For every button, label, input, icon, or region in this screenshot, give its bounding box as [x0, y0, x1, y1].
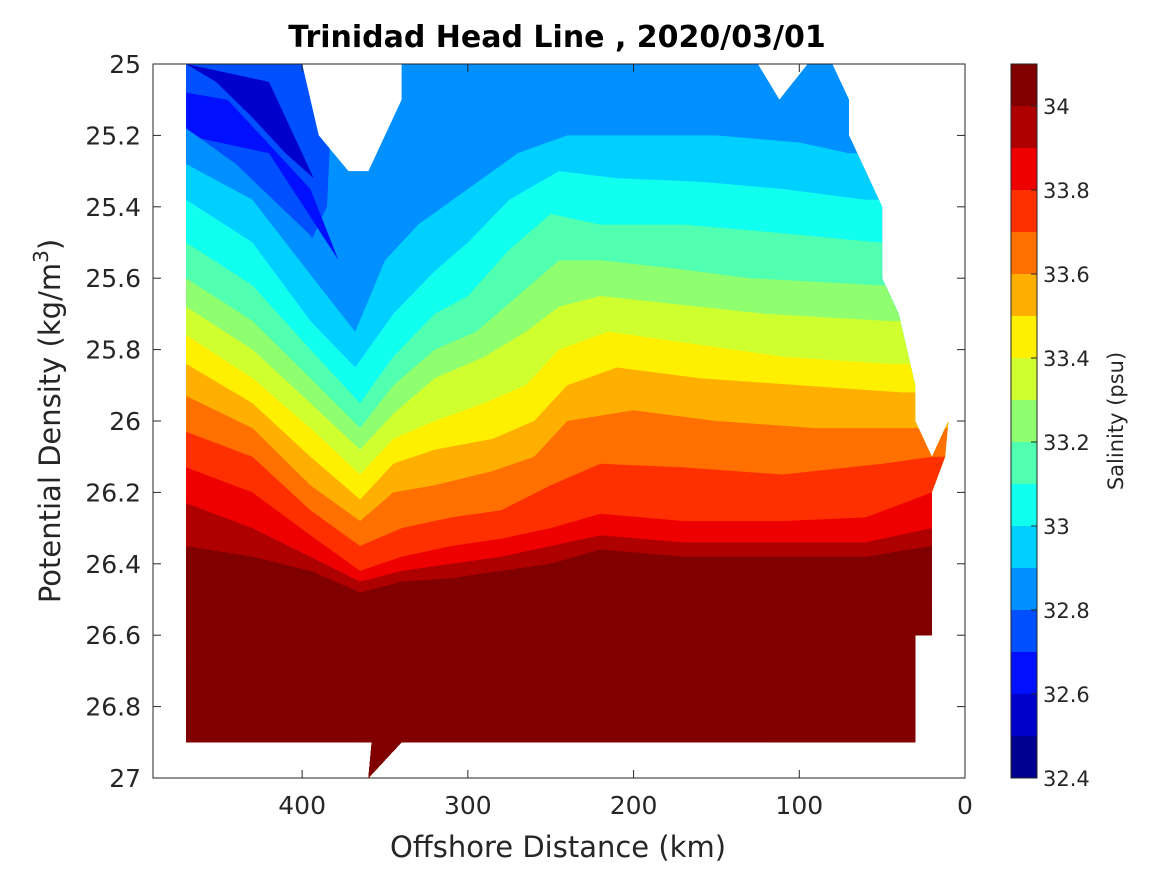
colorbar-tick-label: 32.4 [1043, 767, 1090, 791]
x-tick-label: 300 [444, 791, 492, 820]
colorbar-segment [1011, 484, 1037, 526]
x-axis-label: Offshore Distance (km) [390, 830, 726, 864]
x-tick-label: 200 [610, 791, 658, 820]
colorbar-segment [1011, 148, 1037, 190]
colorbar-segment [1011, 232, 1037, 274]
colorbar-tick-label: 32.8 [1043, 599, 1090, 623]
band-34.1 [186, 581, 949, 778]
colorbar-segment [1011, 358, 1037, 400]
colorbar-tick-label: 33 [1043, 515, 1070, 539]
colorbar-segment [1011, 316, 1037, 358]
colorbar-segment [1011, 568, 1037, 610]
colorbar-segment [1011, 274, 1037, 316]
band-32.7 [186, 92, 339, 261]
y-tick-label: 25.6 [85, 264, 141, 293]
x-tick-label: 0 [957, 791, 973, 820]
band-deep-right [766, 699, 916, 743]
y-tick-label: 25.2 [85, 121, 141, 150]
y-axis-label-main: Potential Density (kg/m [33, 263, 67, 603]
colorbar-segment [1011, 694, 1037, 736]
x-tick-label: 400 [278, 791, 326, 820]
x-axis-ticks: 400 300 200 100 0 [278, 64, 973, 820]
y-tick-label: 25 [109, 50, 141, 79]
y-tick-label: 26.6 [85, 621, 141, 650]
colorbar-tick-label: 34 [1043, 95, 1070, 119]
band-32.6 [186, 64, 314, 179]
colorbar-label: Salinity (psu) [1104, 352, 1128, 490]
colorbar-segment [1011, 106, 1037, 148]
colorbar-tick-label: 33.8 [1043, 179, 1090, 203]
y-tick-label: 26.2 [85, 478, 141, 507]
colorbar-tick-label: 32.6 [1043, 683, 1090, 707]
y-axis-label: Potential Density (kg/m3) [29, 239, 67, 603]
colorbar-segment [1011, 736, 1037, 778]
colorbar-segment [1011, 442, 1037, 484]
colorbar-segment [1011, 610, 1037, 652]
colorbar-segment [1011, 526, 1037, 568]
colorbar-frame [1010, 63, 1038, 779]
y-axis-label-close: ) [33, 239, 67, 250]
y-tick-label: 25.8 [85, 336, 141, 365]
colorbar-segment [1011, 652, 1037, 694]
y-tick-label: 26 [109, 407, 141, 436]
colorbar-segment [1011, 64, 1037, 106]
y-tick-label: 27 [109, 764, 141, 793]
colorbar-tick-label: 33.4 [1043, 347, 1090, 371]
colorbar: 32.4 32.6 32.8 33 33.2 33.4 33.6 33.8 34 [1010, 63, 1090, 791]
y-axis-ticks: 25 25.2 25.4 25.6 25.8 26 26.2 26.4 26.6 26.8 27 [85, 50, 965, 793]
y-tick-label: 26.8 [85, 693, 141, 722]
colorbar-tick-label: 33.6 [1043, 263, 1090, 287]
plot-area [186, 64, 949, 778]
colorbar-segment [1011, 190, 1037, 232]
y-axis-label-superscript: 3 [29, 250, 53, 263]
y-tick-label: 26.4 [85, 550, 141, 579]
x-tick-label: 100 [775, 791, 823, 820]
chart-title: Trinidad Head Line , 2020/03/01 [288, 20, 825, 55]
colorbar-tick-label: 33.2 [1043, 431, 1090, 455]
contour-bands [186, 64, 949, 778]
y-tick-label: 25.4 [85, 193, 141, 222]
colorbar-segment [1011, 400, 1037, 442]
